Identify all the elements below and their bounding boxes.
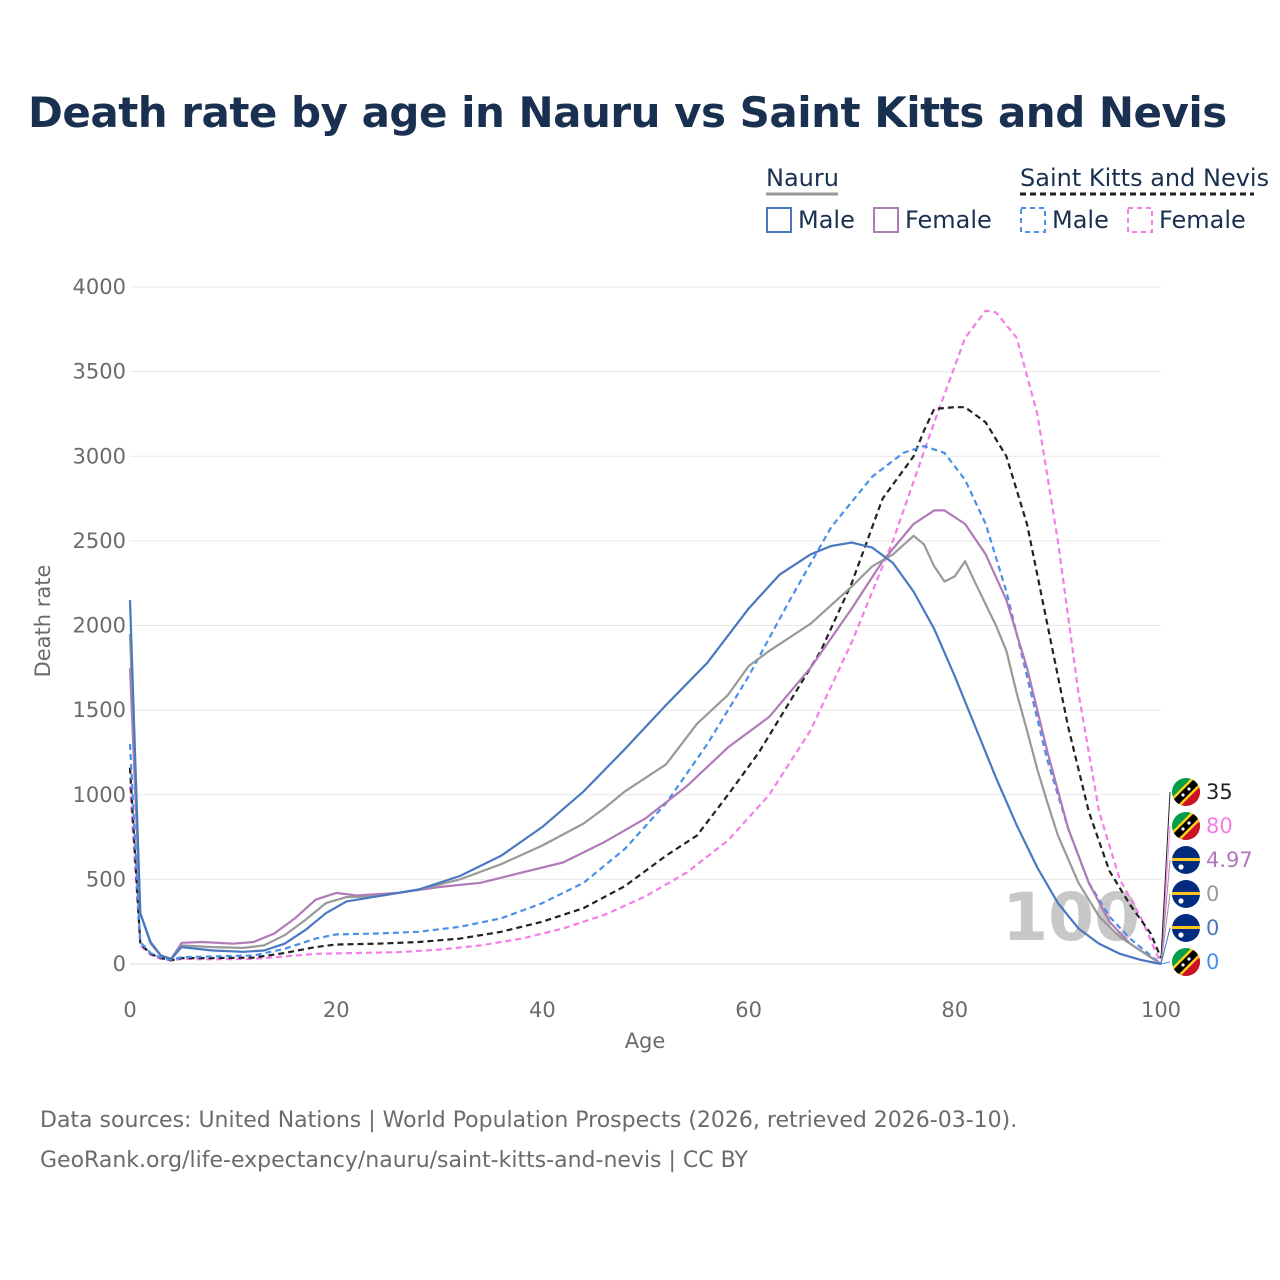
- legend-group-nauru: Nauru: [766, 164, 839, 192]
- y-tick-label-3500: 3500: [73, 360, 126, 384]
- x-axis-title: Age: [625, 1029, 666, 1053]
- saint-kitts-flag-icon: [1172, 812, 1200, 840]
- x-tick-label-100: 100: [1141, 998, 1181, 1022]
- end-labels: 80 35 4.97 0 0 0: [1161, 778, 1253, 976]
- legend-skn-female-swatch: [1128, 208, 1152, 232]
- y-axis-ticks: 0 500 1000 1500 2000 2500 3000 3500 4000: [73, 275, 126, 976]
- series-line-skn_total: [130, 407, 1161, 960]
- legend: Nauru Saint Kitts and Nevis Male Female …: [766, 164, 1269, 234]
- end-label-nauru_total: 0: [1206, 882, 1219, 906]
- end-label-nauru_male: 0: [1206, 916, 1219, 940]
- legend-group-skn: Saint Kitts and Nevis: [1020, 164, 1269, 192]
- y-tick-label-2500: 2500: [73, 529, 126, 553]
- end-connector-skn_male: [1161, 962, 1170, 964]
- y-tick-label-4000: 4000: [73, 275, 126, 299]
- end-label-skn_female: 80: [1206, 814, 1233, 838]
- y-tick-label-1500: 1500: [73, 698, 126, 722]
- line-chart: Nauru Saint Kitts and Nevis Male Female …: [0, 0, 1280, 1080]
- x-axis-ticks: 0 20 40 60 80 100: [123, 998, 1181, 1022]
- nauru-flag-icon: [1172, 880, 1200, 908]
- y-tick-label-1000: 1000: [73, 783, 126, 807]
- source-line-1: Data sources: United Nations | World Pop…: [40, 1108, 1017, 1133]
- x-tick-label-0: 0: [123, 998, 136, 1022]
- end-label-nauru_female: 4.97: [1206, 848, 1253, 872]
- series-line-skn_female: [130, 311, 1161, 964]
- x-tick-label-40: 40: [529, 998, 556, 1022]
- end-label-skn_male: 0: [1206, 950, 1219, 974]
- legend-nauru-male-label: Male: [798, 206, 855, 234]
- legend-skn-female-label: Female: [1159, 206, 1246, 234]
- age-watermark: 100: [1002, 879, 1140, 956]
- y-tick-label-3000: 3000: [73, 444, 126, 468]
- y-tick-label-0: 0: [113, 952, 126, 976]
- legend-nauru-female-swatch: [874, 208, 898, 232]
- source-line-2: GeoRank.org/life-expectancy/nauru/saint-…: [40, 1148, 748, 1173]
- saint-kitts-flag-icon: [1172, 948, 1200, 976]
- x-tick-label-60: 60: [735, 998, 762, 1022]
- end-label-skn_total: 35: [1206, 780, 1233, 804]
- gridlines: [130, 287, 1161, 964]
- y-axis-title: Death rate: [31, 565, 55, 678]
- y-tick-label-2000: 2000: [73, 614, 126, 638]
- legend-skn-male-label: Male: [1052, 206, 1109, 234]
- nauru-flag-icon: [1172, 914, 1200, 942]
- series-lines: [130, 311, 1161, 964]
- x-tick-label-80: 80: [941, 998, 968, 1022]
- y-tick-label-500: 500: [86, 867, 126, 891]
- x-tick-label-20: 20: [323, 998, 350, 1022]
- saint-kitts-flag-icon: [1172, 778, 1200, 806]
- legend-nauru-female-label: Female: [905, 206, 992, 234]
- legend-nauru-male-swatch: [767, 208, 791, 232]
- legend-skn-male-swatch: [1021, 208, 1045, 232]
- nauru-flag-icon: [1172, 846, 1200, 874]
